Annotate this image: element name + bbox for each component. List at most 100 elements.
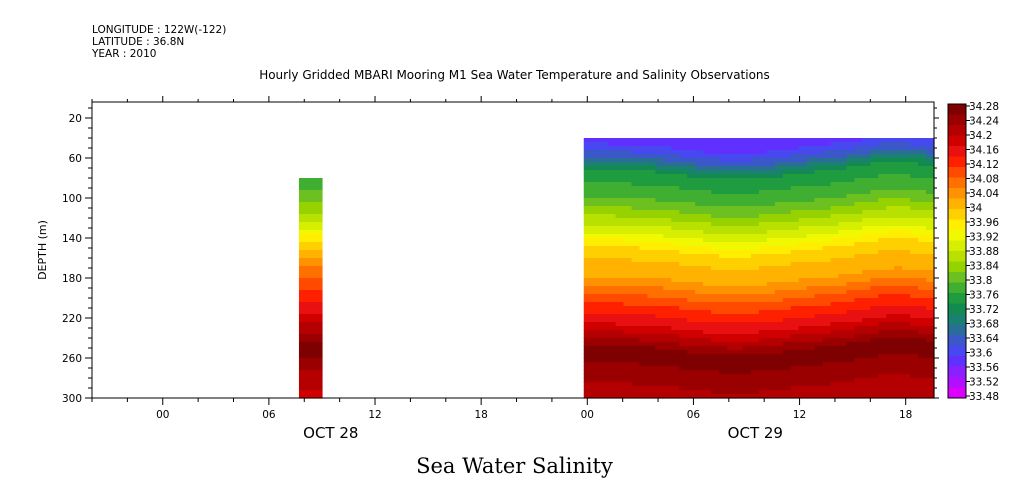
- data-cell: [854, 246, 863, 251]
- data-cell: [615, 326, 625, 331]
- colorbar-swatch: [948, 167, 966, 178]
- data-cell: [647, 218, 656, 223]
- data-cell: [647, 374, 656, 379]
- data-cell: [663, 330, 672, 335]
- data-cell: [910, 318, 919, 323]
- data-cell: [742, 194, 752, 199]
- data-cell: [758, 210, 768, 215]
- data-cell: [782, 362, 792, 367]
- data-cell: [798, 250, 808, 255]
- data-cell: [918, 314, 927, 319]
- data-cell: [615, 274, 625, 279]
- data-cell: [735, 182, 744, 187]
- data-cell: [926, 162, 935, 167]
- data-cell: [798, 354, 808, 359]
- data-cell: [846, 346, 855, 351]
- data-cell: [647, 394, 656, 399]
- data-cell: [790, 138, 800, 143]
- data-cell: [647, 322, 656, 327]
- data-cell: [639, 286, 649, 291]
- data-cell: [639, 298, 649, 303]
- colorbar-label: 33.68: [969, 319, 999, 331]
- data-cell: [623, 390, 633, 395]
- data-cell: [822, 298, 832, 303]
- data-cell: [910, 350, 919, 355]
- data-cell: [806, 150, 816, 155]
- data-cell: [878, 266, 887, 271]
- data-cell: [902, 222, 911, 227]
- data-cell: [862, 154, 871, 159]
- data-cell: [838, 298, 848, 303]
- data-cell: [742, 290, 752, 295]
- data-cell: [758, 234, 768, 239]
- data-cell: [647, 358, 656, 363]
- data-cell: [711, 286, 720, 291]
- data-cell: [854, 346, 863, 351]
- data-cell: [631, 378, 641, 383]
- data-cell: [902, 366, 911, 371]
- data-cell: [727, 318, 736, 323]
- data-cell: [854, 202, 863, 207]
- data-cell: [854, 254, 863, 259]
- data-cell: [758, 342, 768, 347]
- data-cell: [862, 198, 871, 203]
- data-cell: [854, 178, 863, 183]
- data-cell: [711, 266, 720, 271]
- data-cell: [878, 374, 887, 379]
- data-cell: [591, 230, 601, 235]
- data-cell: [607, 322, 617, 327]
- data-cell: [926, 194, 935, 199]
- data-cell: [926, 158, 935, 163]
- data-cell: [894, 350, 903, 355]
- data-cell: [687, 206, 696, 211]
- data-cell: [790, 334, 800, 339]
- data-cell: [758, 150, 768, 155]
- data-cell: [687, 178, 696, 183]
- data-cell: [886, 258, 895, 263]
- data-cell: [870, 150, 879, 155]
- data-cell: [695, 250, 704, 255]
- data-cell: [711, 250, 720, 255]
- data-cell: [735, 226, 744, 231]
- data-cell: [862, 322, 871, 327]
- data-cell: [671, 142, 680, 147]
- data-cell: [695, 318, 704, 323]
- data-cell: [719, 250, 728, 255]
- data-cell: [774, 358, 784, 363]
- data-cell: [639, 318, 649, 323]
- data-cell: [838, 322, 848, 327]
- data-cell: [750, 186, 760, 191]
- colorbar-label: 34.08: [969, 174, 999, 186]
- data-cell: [870, 334, 879, 339]
- data-cell: [766, 314, 776, 319]
- data-cell: [687, 330, 696, 335]
- data-cell: [695, 234, 704, 239]
- data-cell: [631, 142, 641, 147]
- data-cell: [687, 202, 696, 207]
- data-cell: [695, 170, 704, 175]
- data-cell: [910, 366, 919, 371]
- data-cell: [663, 166, 672, 171]
- data-cell: [806, 234, 816, 239]
- data-cell: [814, 290, 824, 295]
- data-cell: [838, 146, 848, 151]
- data-cell: [639, 394, 649, 399]
- data-cell: [639, 210, 649, 215]
- colorbar-swatch: [948, 377, 966, 388]
- data-cell: [298, 362, 308, 367]
- data-cell: [615, 154, 625, 159]
- data-cell: [663, 158, 672, 163]
- data-cell: [902, 254, 911, 259]
- data-cell: [782, 334, 792, 339]
- data-cell: [647, 330, 656, 335]
- data-cell: [671, 350, 680, 355]
- data-cell: [599, 210, 609, 215]
- data-cell: [910, 258, 919, 263]
- data-cell: [655, 270, 664, 275]
- data-cell: [918, 230, 927, 235]
- data-cell: [838, 278, 848, 283]
- data-cell: [774, 234, 784, 239]
- data-cell: [766, 186, 776, 191]
- data-cell: [926, 322, 935, 327]
- data-cell: [758, 194, 768, 199]
